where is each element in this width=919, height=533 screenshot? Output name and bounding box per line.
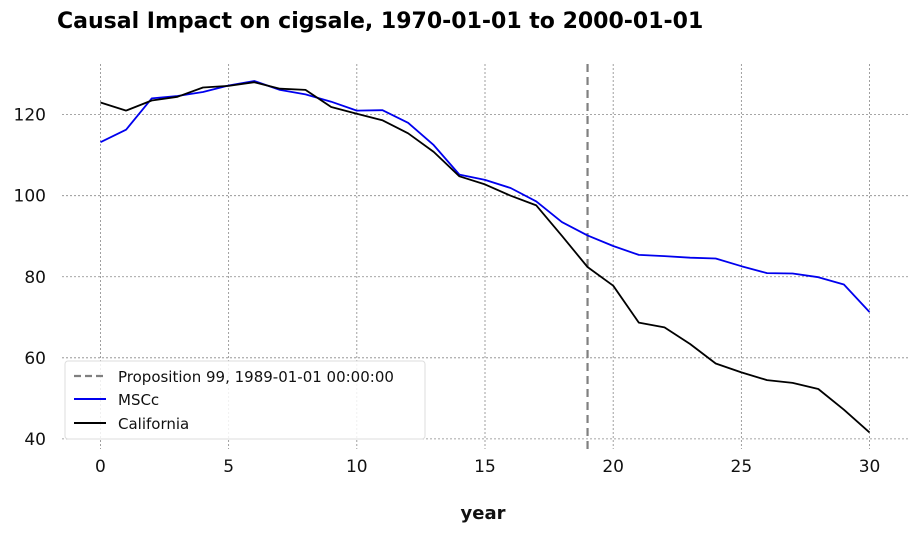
x-tick-label: 5 xyxy=(223,457,234,477)
y-tick-label: 60 xyxy=(24,349,46,369)
legend: Proposition 99, 1989-01-01 00:00:00 MSCc… xyxy=(64,360,426,440)
x-tick-labels: 0 5 10 15 20 25 30 xyxy=(95,457,880,477)
chart-title: Causal Impact on cigsale, 1970-01-01 to … xyxy=(57,9,703,34)
y-tick-labels: 40 60 80 100 120 xyxy=(14,106,46,450)
x-tick-label: 25 xyxy=(731,457,753,477)
y-tick-label: 40 xyxy=(24,430,46,450)
x-tick-label: 15 xyxy=(474,457,496,477)
y-tick-label: 120 xyxy=(14,106,46,126)
x-tick-label: 30 xyxy=(859,457,881,477)
grid-lines xyxy=(62,64,908,449)
legend-label-mscc: MSCc xyxy=(118,391,159,409)
x-axis-label: year xyxy=(461,503,506,524)
legend-label-intervention: Proposition 99, 1989-01-01 00:00:00 xyxy=(118,368,394,386)
x-tick-label: 10 xyxy=(346,457,368,477)
series-line-california xyxy=(100,81,871,434)
y-tick-label: 100 xyxy=(14,187,46,207)
legend-label-california: California xyxy=(118,415,189,433)
legend-box xyxy=(64,360,426,440)
y-tick-label: 80 xyxy=(24,268,46,288)
x-tick-label: 20 xyxy=(602,457,624,477)
series-lines xyxy=(100,80,871,434)
x-tick-label: 0 xyxy=(95,457,106,477)
